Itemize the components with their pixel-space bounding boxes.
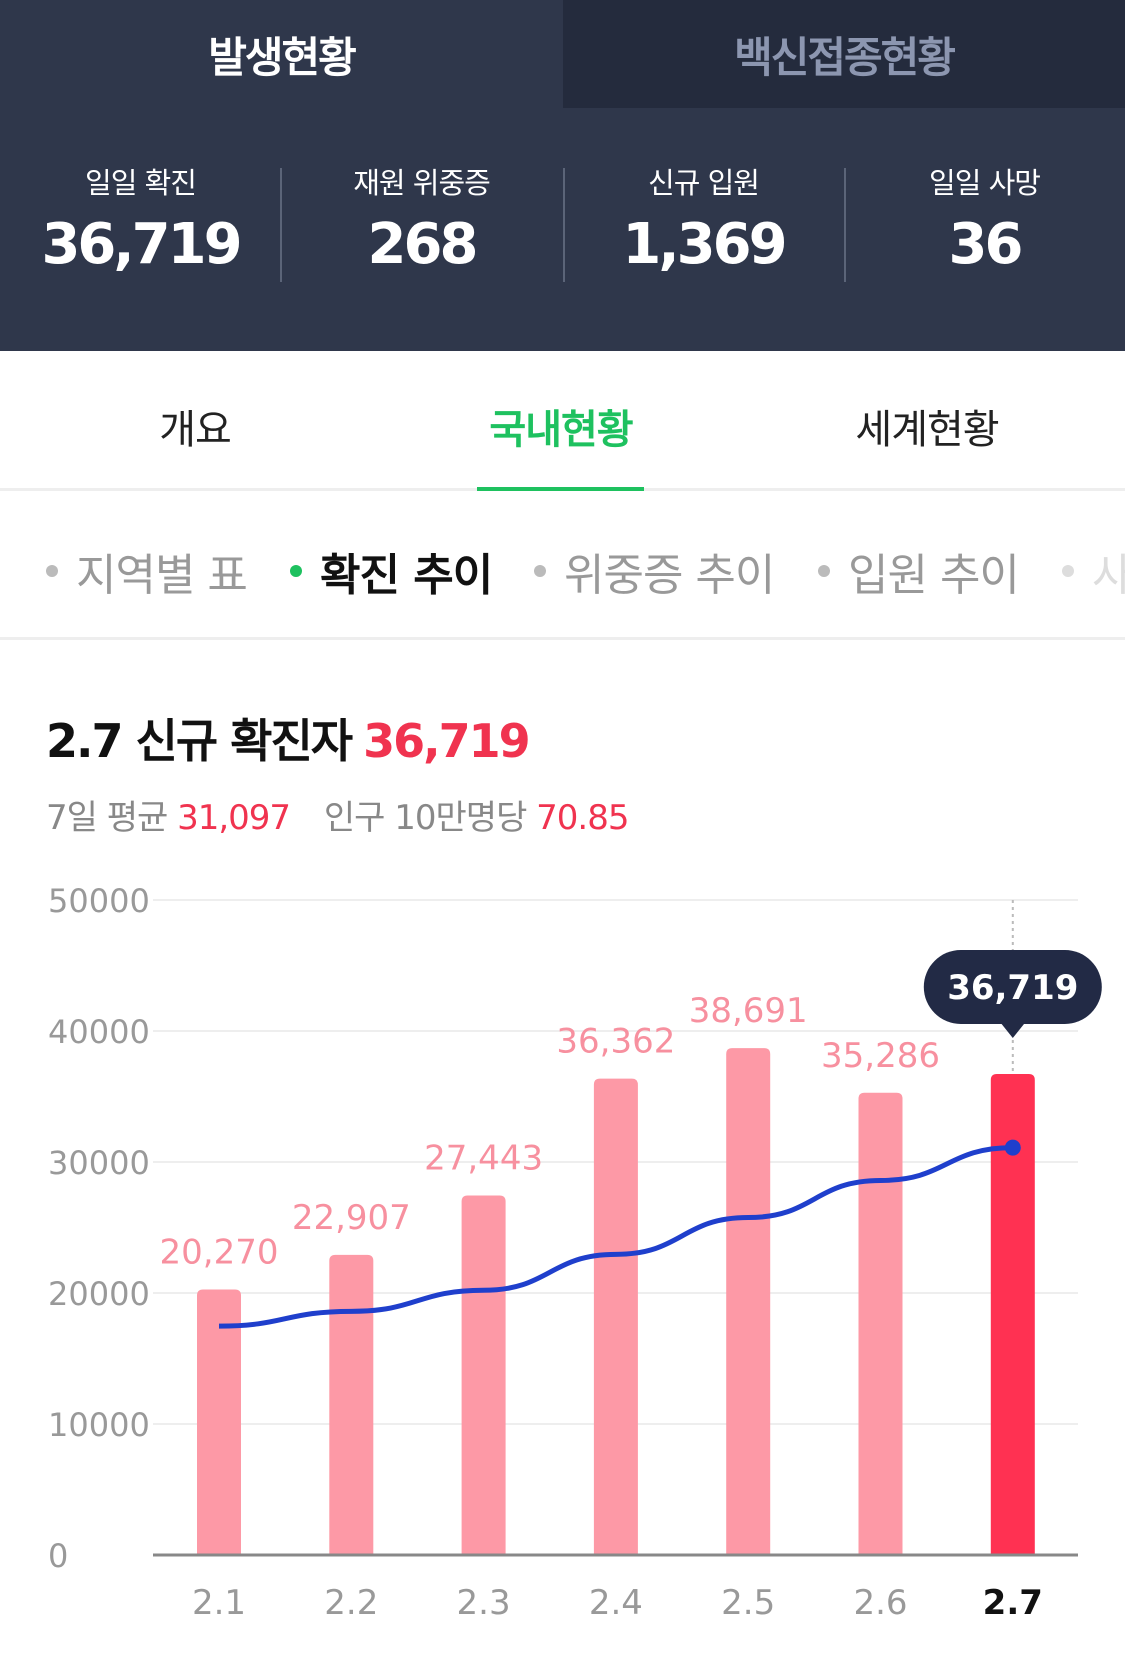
- y-tick-label: 30000: [48, 1144, 150, 1182]
- stat-value: 36,719: [41, 212, 242, 277]
- subtab-label: 지역별 표: [76, 550, 248, 601]
- bar: [593, 1078, 638, 1555]
- subtab-deaths-trend[interactable]: 사: [1062, 539, 1125, 603]
- y-tick-label: 50000: [48, 882, 150, 920]
- tab-domestic[interactable]: 국내현황: [489, 407, 633, 453]
- x-tick-label: 2.4: [589, 1583, 643, 1623]
- bar-value-label: 27,443: [424, 1138, 543, 1178]
- subtab-confirmed-trend[interactable]: 확진 추이: [290, 539, 493, 603]
- per-capita-value: 70.85: [536, 798, 629, 838]
- stat-value: 268: [367, 212, 479, 277]
- tab-vaccination-status[interactable]: 백신접종현황: [563, 0, 1125, 108]
- bullet-icon: [290, 565, 302, 577]
- x-tick-label: 2.2: [324, 1583, 378, 1623]
- chart-title: 2.7 신규 확진자 36,719: [46, 705, 531, 771]
- main-tabs: 개요 국내현황 세계현황: [0, 351, 1125, 491]
- y-tick-label: 10000: [48, 1406, 150, 1444]
- sub-tabs: 지역별 표 확진 추이 위중증 추이 입원 추이 사: [0, 491, 1125, 640]
- bar: [990, 1073, 1035, 1555]
- bar: [726, 1048, 771, 1555]
- bullet-icon: [534, 565, 546, 577]
- tab-world[interactable]: 세계현황: [855, 407, 999, 453]
- stat-value: 36: [948, 212, 1024, 277]
- stat-daily-deaths: 일일 사망 36: [844, 160, 1125, 277]
- avg-value: 31,097: [177, 798, 291, 838]
- bullet-icon: [1062, 565, 1074, 577]
- y-tick-label: 20000: [48, 1275, 150, 1313]
- bar: [197, 1289, 241, 1555]
- subtab-label: 확진 추이: [320, 550, 493, 601]
- title-value: 36,719: [363, 714, 531, 768]
- bar: [461, 1195, 506, 1555]
- y-tick-label: 40000: [48, 1013, 150, 1051]
- average-point: [1004, 1139, 1021, 1156]
- y-tick-label: 0: [48, 1537, 68, 1575]
- x-tick-label: 2.3: [457, 1583, 511, 1623]
- per-capita-label: 인구 10만명당: [323, 798, 527, 838]
- stat-daily-confirmed: 일일 확진 36,719: [0, 160, 281, 277]
- tab-overview[interactable]: 개요: [159, 407, 232, 453]
- stat-new-hospitalized: 신규 입원 1,369: [563, 160, 844, 277]
- divider: [280, 168, 282, 282]
- subtab-critical-trend[interactable]: 위중증 추이: [534, 539, 775, 603]
- subtab-label: 입원 추이: [848, 550, 1020, 601]
- stat-label: 일일 사망: [929, 166, 1041, 200]
- bar-value-label: 35,286: [821, 1036, 940, 1076]
- bar-value-label: 22,907: [292, 1198, 411, 1238]
- x-tick-label: 2.6: [853, 1583, 907, 1623]
- tab-outbreak-status[interactable]: 발생현황: [208, 32, 357, 82]
- x-tick-label: 2.1: [192, 1583, 246, 1623]
- header: 발생현황 백신접종현황 일일 확진 36,719 재원 위중증 268 신규 입원 1…: [0, 0, 1125, 351]
- tooltip-value: 36,719: [947, 968, 1078, 1008]
- divider: [563, 168, 565, 282]
- bar-value-label: 20,270: [160, 1232, 279, 1272]
- title-label: 2.7 신규 확진자: [46, 714, 353, 768]
- bar: [329, 1254, 374, 1555]
- x-tick-label: 2.7: [983, 1583, 1043, 1623]
- subtab-label: 사: [1092, 539, 1125, 603]
- x-tick-label: 2.5: [721, 1583, 775, 1623]
- stat-critical: 재원 위중증 268: [281, 160, 562, 277]
- stat-label: 신규 입원: [648, 166, 760, 200]
- active-tab-indicator: [477, 487, 644, 491]
- bullet-icon: [46, 565, 58, 577]
- stat-label: 일일 확진: [85, 166, 197, 200]
- tooltip: [923, 949, 1102, 1024]
- divider: [844, 168, 846, 282]
- bar-value-label: 36,362: [556, 1022, 675, 1062]
- stat-value: 1,369: [622, 212, 787, 277]
- average-line: [218, 1145, 1013, 1329]
- tooltip-arrow: [1000, 1022, 1025, 1038]
- bar: [858, 1092, 903, 1555]
- subtab-regional-table[interactable]: 지역별 표: [46, 539, 248, 603]
- bar-value-label: 38,691: [689, 991, 808, 1031]
- avg-label: 7일 평균: [46, 798, 168, 838]
- bullet-icon: [818, 565, 830, 577]
- subtab-label: 위중증 추이: [564, 550, 775, 601]
- stat-label: 재원 위중증: [353, 166, 491, 200]
- subtab-hospital-trend[interactable]: 입원 추이: [818, 539, 1020, 603]
- chart-subtitle: 7일 평균 31,097 인구 10만명당 70.85: [46, 790, 630, 839]
